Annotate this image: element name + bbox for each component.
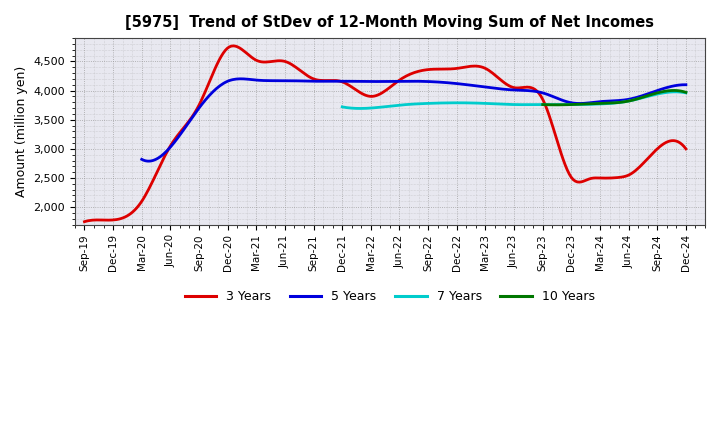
3 Years: [450, 66, 459, 71]
Legend: 3 Years, 5 Years, 7 Years, 10 Years: 3 Years, 5 Years, 7 Years, 10 Years: [180, 285, 600, 308]
3 Years: [229, 43, 238, 48]
7 Years: [338, 104, 346, 110]
5 Years: [235, 76, 244, 81]
5 Years: [465, 82, 474, 88]
10 Years: [539, 102, 547, 107]
10 Years: [626, 98, 635, 103]
3 Years: [82, 219, 91, 224]
Title: [5975]  Trend of StDev of 12-Month Moving Sum of Net Incomes: [5975] Trend of StDev of 12-Month Moving…: [125, 15, 654, 30]
7 Years: [542, 102, 551, 107]
10 Years: [624, 99, 633, 104]
Line: 5 Years: 5 Years: [142, 79, 686, 161]
10 Years: [624, 99, 632, 104]
10 Years: [669, 88, 678, 93]
3 Years: [438, 66, 447, 72]
5 Years: [463, 82, 472, 88]
3 Years: [589, 176, 598, 181]
3 Years: [627, 171, 636, 176]
Line: 7 Years: 7 Years: [342, 92, 686, 108]
3 Years: [682, 146, 690, 151]
10 Years: [552, 102, 560, 107]
5 Years: [474, 84, 482, 89]
5 Years: [634, 94, 643, 99]
5 Years: [138, 157, 146, 162]
7 Years: [549, 102, 558, 107]
10 Years: [670, 88, 678, 93]
10 Years: [539, 102, 547, 107]
Y-axis label: Amount (million yen): Amount (million yen): [15, 66, 28, 197]
Line: 3 Years: 3 Years: [84, 46, 686, 222]
10 Years: [660, 89, 668, 94]
5 Years: [600, 99, 608, 104]
7 Years: [682, 90, 690, 95]
3 Years: [80, 219, 89, 224]
3 Years: [440, 66, 449, 72]
Line: 10 Years: 10 Years: [543, 91, 686, 105]
5 Years: [682, 82, 690, 88]
7 Years: [651, 92, 660, 97]
10 Years: [682, 90, 690, 95]
7 Years: [356, 106, 365, 111]
7 Years: [544, 102, 552, 107]
7 Years: [671, 89, 680, 95]
7 Years: [339, 104, 348, 110]
5 Years: [139, 158, 148, 163]
5 Years: [145, 158, 153, 164]
7 Years: [629, 98, 637, 103]
